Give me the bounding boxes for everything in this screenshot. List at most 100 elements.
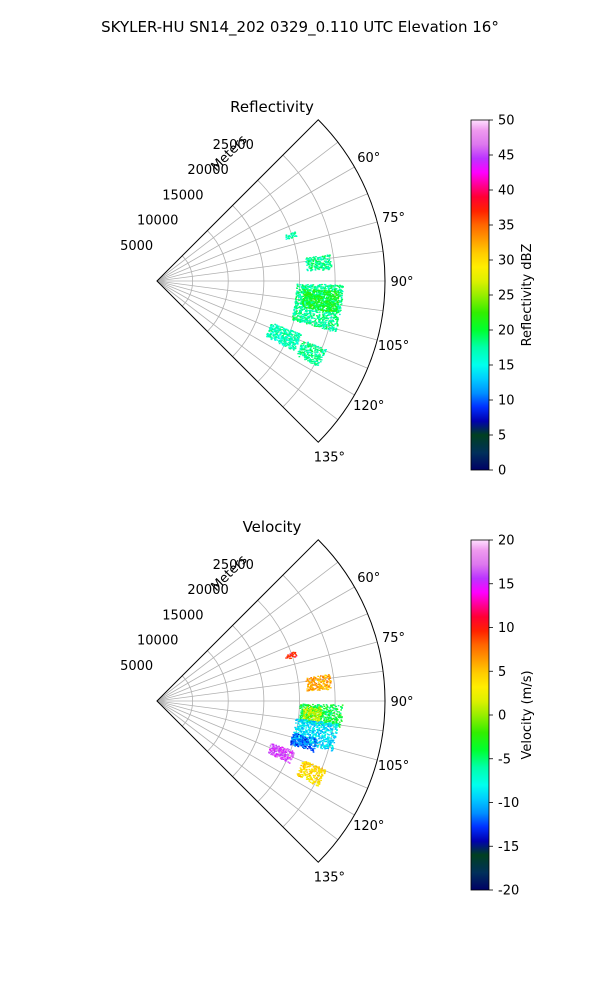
echo-gate [298, 306, 300, 309]
echo-gate [315, 770, 317, 772]
echo-gate [302, 743, 304, 745]
echo-gate [319, 286, 322, 288]
echo-gate [311, 343, 314, 345]
echo-gate [295, 653, 297, 656]
echo-gate [329, 293, 332, 295]
echo-gate [269, 332, 272, 334]
theta-gridline [156, 141, 339, 282]
echo-gate [307, 733, 310, 735]
echo-gate [284, 753, 287, 756]
echo-gate [340, 706, 342, 708]
echo-gate [278, 750, 281, 752]
echo-gate [321, 687, 324, 689]
echo-gate [328, 284, 331, 287]
echo-gate [315, 290, 317, 292]
echo-gate [329, 317, 332, 319]
echo-gate [318, 301, 321, 303]
echo-gate [325, 312, 328, 314]
echo-gate [297, 315, 299, 317]
echo-gate [307, 356, 309, 358]
echo-gate [326, 297, 329, 299]
echo-gate [299, 771, 302, 773]
echo-gate [299, 353, 301, 355]
echo-gate [309, 348, 312, 350]
echo-gate [272, 331, 274, 334]
echo-gate [297, 353, 299, 355]
echo-gate [315, 726, 318, 728]
echo-gate [319, 265, 322, 267]
echo-gate [324, 286, 326, 288]
echo-gate [307, 343, 310, 345]
echo-gate [324, 258, 327, 260]
echo-gate [300, 319, 303, 322]
echo-gate [326, 743, 329, 746]
echo-gate [320, 779, 322, 782]
echo-gate [297, 727, 299, 730]
echo-gate [339, 714, 342, 716]
echo-gate [327, 745, 329, 747]
echo-gate [311, 284, 314, 286]
echo-gate [303, 719, 306, 721]
echo-gate [320, 705, 322, 707]
echo-gate [299, 294, 301, 296]
echo-gate [315, 722, 317, 724]
echo-gate [319, 712, 322, 714]
echo-gate [309, 263, 311, 265]
echo-gate [303, 717, 305, 720]
echo-gate [307, 716, 310, 718]
echo-gate [318, 268, 321, 270]
echo-gate [313, 680, 315, 682]
echo-gate [301, 724, 304, 727]
echo-gate [304, 352, 306, 355]
echo-gate [296, 292, 299, 294]
echo-gate [325, 685, 328, 687]
echo-gate [330, 266, 333, 268]
echo-gate [309, 319, 312, 321]
echo-gate [317, 345, 320, 348]
echo-gate [317, 720, 320, 722]
echo-gate [302, 728, 305, 730]
echo-gate [310, 682, 313, 684]
echo-gate [305, 719, 308, 721]
echo-gate [311, 316, 313, 318]
echo-gate [304, 320, 306, 323]
echo-gate [315, 309, 317, 311]
echo-gate [333, 299, 336, 301]
echo-gate [306, 307, 309, 309]
echo-gate [299, 298, 302, 300]
echo-gate [304, 317, 307, 319]
echo-gate [308, 356, 310, 359]
echo-gate [296, 284, 299, 286]
echo-gate [330, 742, 332, 744]
echo-gate [284, 338, 287, 341]
echo-gate [283, 340, 286, 342]
echo-gate [273, 746, 275, 749]
theta-gridline [156, 586, 355, 702]
echo-gate [321, 721, 323, 723]
echo-gate [304, 703, 306, 706]
echo-gate [293, 347, 296, 350]
echo-gate [288, 655, 290, 657]
echo-gate [338, 715, 341, 717]
echo-gate [336, 306, 339, 308]
echo-gate [328, 710, 330, 712]
echo-gate [312, 723, 314, 725]
echo-gate [304, 318, 307, 321]
echo-gate [317, 298, 320, 301]
echo-gate [307, 705, 310, 707]
echo-gate [305, 292, 307, 294]
echo-gate [310, 317, 313, 319]
echo-gate [317, 719, 320, 721]
echo-gate [306, 312, 308, 314]
echo-gate [319, 710, 322, 712]
echo-gate [303, 737, 306, 739]
echo-gate [328, 676, 331, 678]
echo-gate [330, 719, 333, 721]
echo-gate [285, 749, 287, 751]
echo-gate [324, 312, 326, 314]
echo-gate [302, 733, 305, 736]
echo-gate [271, 337, 274, 339]
echo-gate [285, 234, 288, 236]
echo-gate [328, 707, 331, 709]
echo-gate [293, 311, 296, 313]
